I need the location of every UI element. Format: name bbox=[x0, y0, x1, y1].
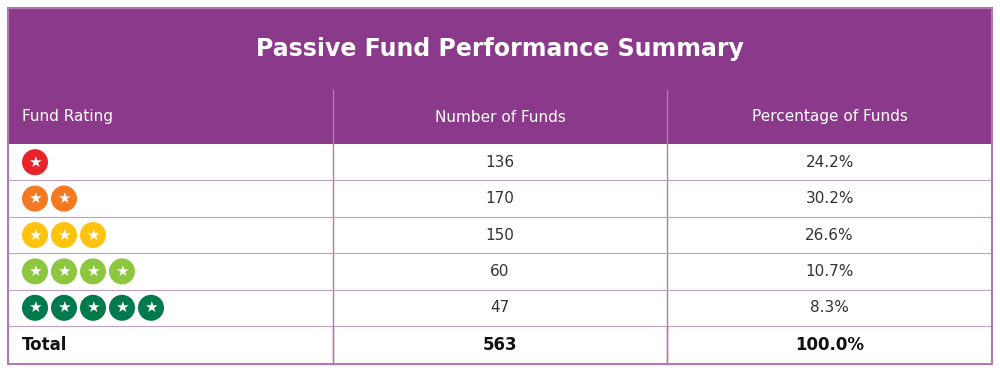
Ellipse shape bbox=[51, 259, 77, 285]
FancyBboxPatch shape bbox=[8, 8, 992, 90]
Text: ★: ★ bbox=[144, 300, 158, 315]
Text: ★: ★ bbox=[57, 264, 71, 279]
FancyBboxPatch shape bbox=[8, 180, 992, 217]
Text: 150: 150 bbox=[486, 228, 514, 243]
FancyBboxPatch shape bbox=[8, 217, 992, 253]
Text: ★: ★ bbox=[28, 228, 42, 243]
Text: ★: ★ bbox=[28, 264, 42, 279]
Ellipse shape bbox=[22, 259, 48, 285]
Text: 170: 170 bbox=[486, 191, 514, 206]
Ellipse shape bbox=[51, 295, 77, 321]
Ellipse shape bbox=[22, 186, 48, 212]
Text: Fund Rating: Fund Rating bbox=[22, 109, 113, 125]
Text: 24.2%: 24.2% bbox=[805, 155, 854, 170]
Text: 30.2%: 30.2% bbox=[805, 191, 854, 206]
Text: 60: 60 bbox=[490, 264, 510, 279]
Text: 8.3%: 8.3% bbox=[810, 300, 849, 315]
Ellipse shape bbox=[109, 259, 135, 285]
Text: 26.6%: 26.6% bbox=[805, 228, 854, 243]
Text: ★: ★ bbox=[86, 264, 100, 279]
FancyBboxPatch shape bbox=[8, 253, 992, 289]
Text: ★: ★ bbox=[115, 300, 129, 315]
Ellipse shape bbox=[80, 259, 106, 285]
Text: Percentage of Funds: Percentage of Funds bbox=[752, 109, 908, 125]
Text: ★: ★ bbox=[57, 228, 71, 243]
Text: Passive Fund Performance Summary: Passive Fund Performance Summary bbox=[256, 37, 744, 61]
Text: ★: ★ bbox=[86, 300, 100, 315]
FancyBboxPatch shape bbox=[8, 144, 992, 180]
Ellipse shape bbox=[80, 295, 106, 321]
Text: ★: ★ bbox=[86, 228, 100, 243]
Ellipse shape bbox=[109, 295, 135, 321]
Text: Number of Funds: Number of Funds bbox=[435, 109, 565, 125]
Text: 10.7%: 10.7% bbox=[805, 264, 854, 279]
Text: ★: ★ bbox=[57, 300, 71, 315]
Text: ★: ★ bbox=[28, 300, 42, 315]
Text: 100.0%: 100.0% bbox=[795, 336, 864, 354]
Ellipse shape bbox=[51, 186, 77, 212]
Ellipse shape bbox=[51, 222, 77, 248]
Text: 136: 136 bbox=[485, 155, 515, 170]
Text: ★: ★ bbox=[115, 264, 129, 279]
Text: Total: Total bbox=[22, 336, 67, 354]
Ellipse shape bbox=[138, 295, 164, 321]
Text: ★: ★ bbox=[28, 191, 42, 206]
Text: 563: 563 bbox=[483, 336, 517, 354]
Text: ★: ★ bbox=[28, 155, 42, 170]
Ellipse shape bbox=[22, 149, 48, 175]
Ellipse shape bbox=[80, 222, 106, 248]
FancyBboxPatch shape bbox=[8, 289, 992, 326]
Ellipse shape bbox=[22, 295, 48, 321]
FancyBboxPatch shape bbox=[8, 326, 992, 364]
Ellipse shape bbox=[22, 222, 48, 248]
FancyBboxPatch shape bbox=[8, 90, 992, 144]
Text: 47: 47 bbox=[490, 300, 510, 315]
Text: ★: ★ bbox=[57, 191, 71, 206]
